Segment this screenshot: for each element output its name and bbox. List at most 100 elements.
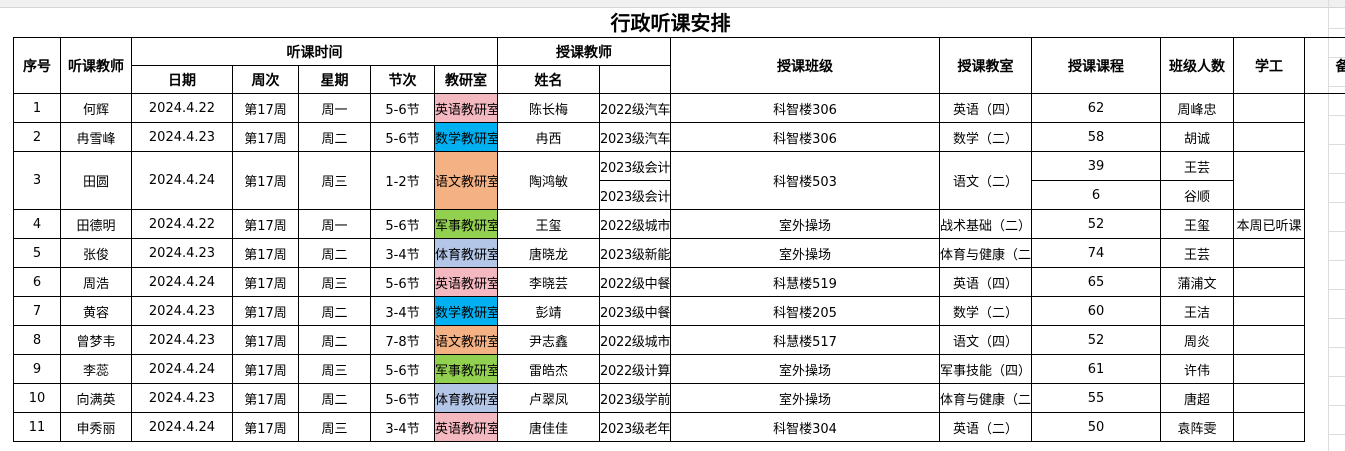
cell-dept[interactable]: 军事教研室 bbox=[433, 209, 499, 239]
cell-staff[interactable]: 胡诚 bbox=[1160, 122, 1235, 152]
cell-remark[interactable] bbox=[1233, 93, 1306, 123]
header-remark[interactable]: 备注 bbox=[1304, 37, 1345, 94]
cell-count[interactable]: 52 bbox=[1031, 325, 1162, 355]
cell-listener[interactable]: 申秀丽 bbox=[60, 412, 132, 442]
cell-name[interactable]: 陈长梅 bbox=[497, 93, 601, 123]
cell-index[interactable]: 2 bbox=[13, 122, 61, 152]
cell-staff[interactable]: 蒲浦文 bbox=[1160, 267, 1235, 297]
cell-name[interactable]: 王玺 bbox=[497, 209, 601, 239]
cell-period[interactable]: 5-6节 bbox=[370, 383, 435, 413]
header-index[interactable]: 序号 bbox=[13, 37, 61, 94]
cell-class[interactable]: 2023级新能源汽车制造与检测（五）1班 bbox=[599, 238, 672, 268]
cell-name[interactable]: 卢翠凤 bbox=[497, 383, 601, 413]
cell-room[interactable]: 科智楼306 bbox=[670, 93, 941, 123]
cell-week[interactable]: 第17周 bbox=[232, 296, 299, 326]
cell-course[interactable]: 语文（二） bbox=[939, 151, 1033, 210]
cell-week[interactable]: 第17周 bbox=[232, 151, 299, 210]
cell-course[interactable]: 语文（四） bbox=[939, 325, 1033, 355]
header-course[interactable]: 授课课程 bbox=[1031, 37, 1162, 94]
cell-week[interactable]: 第17周 bbox=[232, 325, 299, 355]
cell-week[interactable]: 第17周 bbox=[232, 93, 299, 123]
cell-index[interactable]: 5 bbox=[13, 238, 61, 268]
cell-date[interactable]: 2024.4.23 bbox=[131, 383, 233, 413]
cell-dept[interactable]: 英语教研室 bbox=[433, 267, 499, 297]
cell-listener[interactable]: 曾梦韦 bbox=[60, 325, 132, 355]
cell-course[interactable]: 英语（四） bbox=[939, 93, 1033, 123]
cell-listener[interactable]: 何辉 bbox=[60, 93, 132, 123]
cell-weekday[interactable]: 周三 bbox=[298, 354, 371, 384]
cell-remark[interactable] bbox=[1233, 267, 1306, 297]
header-weekday[interactable]: 星期 bbox=[298, 65, 371, 94]
cell-name[interactable]: 彭靖 bbox=[497, 296, 601, 326]
cell-weekday[interactable]: 周一 bbox=[298, 93, 371, 123]
cell-course[interactable]: 数学（二） bbox=[939, 122, 1033, 152]
cell-staff[interactable]: 谷顺 bbox=[1160, 180, 1235, 210]
cell-room[interactable]: 科智楼306 bbox=[670, 122, 941, 152]
cell-week[interactable]: 第17周 bbox=[232, 412, 299, 442]
cell-date[interactable]: 2024.4.22 bbox=[131, 209, 233, 239]
cell-remark[interactable] bbox=[1233, 151, 1306, 210]
cell-remark[interactable] bbox=[1233, 238, 1306, 268]
cell-date[interactable]: 2024.4.23 bbox=[131, 325, 233, 355]
cell-weekday[interactable]: 周二 bbox=[298, 238, 371, 268]
cell-dept[interactable]: 数学教研室 bbox=[433, 296, 499, 326]
cell-room[interactable]: 室外操场 bbox=[670, 354, 941, 384]
cell-name[interactable]: 冉西 bbox=[497, 122, 601, 152]
header-name[interactable]: 姓名 bbox=[497, 65, 601, 94]
cell-room[interactable]: 室外操场 bbox=[670, 209, 941, 239]
header-dept[interactable]: 教研室 bbox=[433, 65, 499, 94]
header-room[interactable]: 授课教室 bbox=[939, 37, 1033, 94]
header-staff[interactable]: 学工 bbox=[1233, 37, 1306, 94]
cell-listener[interactable]: 向满英 bbox=[60, 383, 132, 413]
cell-class[interactable]: 2023级学前教育5班 bbox=[599, 383, 672, 413]
cell-staff[interactable]: 周峰忠 bbox=[1160, 93, 1235, 123]
cell-date[interactable]: 2024.4.24 bbox=[131, 267, 233, 297]
cell-period[interactable]: 3-4节 bbox=[370, 296, 435, 326]
cell-date[interactable]: 2024.4.23 bbox=[131, 238, 233, 268]
cell-staff[interactable]: 唐超 bbox=[1160, 383, 1235, 413]
cell-name[interactable]: 李晓芸 bbox=[497, 267, 601, 297]
cell-course[interactable]: 数学（二） bbox=[939, 296, 1033, 326]
cell-remark[interactable] bbox=[1233, 122, 1306, 152]
cell-period[interactable]: 3-4节 bbox=[370, 412, 435, 442]
cell-count[interactable]: 74 bbox=[1031, 238, 1162, 268]
cell-index[interactable]: 6 bbox=[13, 267, 61, 297]
cell-date[interactable]: 2024.4.23 bbox=[131, 122, 233, 152]
cell-room[interactable]: 室外操场 bbox=[670, 383, 941, 413]
cell-room[interactable]: 科智楼205 bbox=[670, 296, 941, 326]
cell-date[interactable]: 2024.4.24 bbox=[131, 354, 233, 384]
cell-period[interactable]: 5-6节 bbox=[370, 209, 435, 239]
cell-listener[interactable]: 黄容 bbox=[60, 296, 132, 326]
cell-week[interactable]: 第17周 bbox=[232, 354, 299, 384]
cell-period[interactable]: 1-2节 bbox=[370, 151, 435, 210]
cell-class[interactable]: 2022级计算机应用（国五）4班 bbox=[599, 354, 672, 384]
cell-staff[interactable]: 王洁 bbox=[1160, 296, 1235, 326]
cell-count[interactable]: 39 bbox=[1031, 151, 1162, 181]
cell-period[interactable]: 3-4节 bbox=[370, 238, 435, 268]
cell-staff[interactable]: 许伟 bbox=[1160, 354, 1235, 384]
cell-course[interactable]: 战术基础（二） bbox=[939, 209, 1033, 239]
cell-count[interactable]: 52 bbox=[1031, 209, 1162, 239]
cell-index[interactable]: 11 bbox=[13, 412, 61, 442]
cell-date[interactable]: 2024.4.24 bbox=[131, 151, 233, 210]
cell-dept[interactable]: 语文教研室 bbox=[433, 151, 499, 210]
cell-room[interactable]: 科智楼503 bbox=[670, 151, 941, 210]
cell-index[interactable]: 7 bbox=[13, 296, 61, 326]
cell-weekday[interactable]: 周二 bbox=[298, 296, 371, 326]
cell-date[interactable]: 2024.4.24 bbox=[131, 412, 233, 442]
cell-listener[interactable]: 张俊 bbox=[60, 238, 132, 268]
cell-listener[interactable]: 田德明 bbox=[60, 209, 132, 239]
cell-index[interactable]: 8 bbox=[13, 325, 61, 355]
cell-count[interactable]: 50 bbox=[1031, 412, 1162, 442]
cell-week[interactable]: 第17周 bbox=[232, 383, 299, 413]
header-listener[interactable]: 听课教师 bbox=[60, 37, 132, 94]
cell-remark[interactable] bbox=[1233, 354, 1306, 384]
cell-staff[interactable]: 王玺 bbox=[1160, 209, 1235, 239]
cell-weekday[interactable]: 周三 bbox=[298, 267, 371, 297]
cell-week[interactable]: 第17周 bbox=[232, 267, 299, 297]
header-period[interactable]: 节次 bbox=[370, 65, 435, 94]
cell-weekday[interactable]: 周一 bbox=[298, 209, 371, 239]
cell-dept[interactable]: 英语教研室 bbox=[433, 412, 499, 442]
cell-class[interactable]: 2022级汽车运用与维修（五）2班 bbox=[599, 93, 672, 123]
cell-count[interactable]: 55 bbox=[1031, 383, 1162, 413]
